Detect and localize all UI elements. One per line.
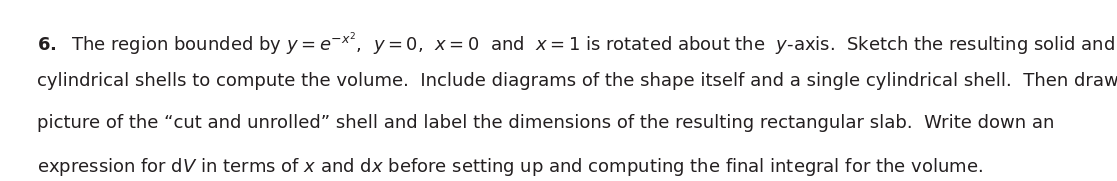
Text: expression for d$V$ in terms of $x$ and d$x$ before setting up and computing the: expression for d$V$ in terms of $x$ and …	[37, 156, 983, 178]
Text: $\mathbf{6.}$  The region bounded by $y=e^{-x^2}$,  $y=0$,  $x=0$  and  $x=1$ is: $\mathbf{6.}$ The region bounded by $y=e…	[37, 31, 1117, 58]
Text: cylindrical shells to compute the volume.  Include diagrams of the shape itself : cylindrical shells to compute the volume…	[37, 72, 1117, 90]
Text: picture of the “cut and unrolled” shell and label the dimensions of the resultin: picture of the “cut and unrolled” shell …	[37, 114, 1054, 132]
